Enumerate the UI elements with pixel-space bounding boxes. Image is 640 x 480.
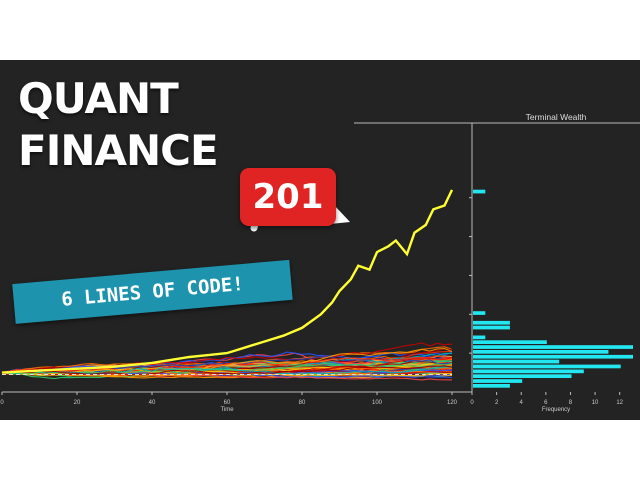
histogram-bar [473, 374, 572, 378]
histogram-bar [473, 364, 621, 369]
chart-area: 0 20 40 60 80 100 120 Time Terminal Wealth 0 2 4 6 8… [0, 112, 640, 413]
histogram-bar [473, 345, 633, 349]
highlighted-path [1, 189, 454, 374]
histogram-group: Terminal Wealth 0 2 4 6 8 10 12 Frequency [354, 112, 640, 413]
histogram-bar [473, 354, 633, 359]
simulated-path [1, 365, 453, 376]
frequency-tick-label: 10 [592, 400, 599, 406]
histogram-bar [473, 350, 609, 354]
thumbnail-frame: 0 20 40 60 80 100 120 Time Terminal Wealth 0 2 4 6 8… [0, 60, 640, 420]
headline-line-2: FINANCE [18, 126, 219, 175]
axes-group: 0 20 40 60 80 100 120 Time [0, 391, 472, 413]
path-series-group [1, 189, 454, 381]
frequency-tick-label: 12 [616, 400, 623, 406]
x-tick-label: 60 [224, 400, 231, 406]
frequency-tick-label: 2 [495, 400, 499, 406]
course-number-badge: 201 [240, 168, 336, 226]
frequency-tick-label: 0 [470, 400, 474, 406]
histogram-bar [473, 325, 510, 330]
histogram-bar [473, 359, 560, 364]
headline-line-1: QUANT [18, 74, 179, 123]
x-axis-label: Time [220, 407, 234, 413]
histogram-bar [473, 189, 486, 194]
frequency-tick-label: 4 [520, 400, 524, 406]
histogram-bar [473, 379, 523, 383]
simulated-path [1, 366, 453, 375]
histogram-bar [473, 311, 486, 315]
x-tick-label: 80 [299, 400, 306, 406]
frequency-tick-label: 8 [569, 400, 573, 406]
histogram-bar [473, 335, 486, 340]
histogram-title: Terminal Wealth [526, 112, 587, 122]
x-tick-label: 0 [0, 400, 4, 406]
histogram-bar [473, 369, 584, 374]
x-tick-label: 40 [149, 400, 156, 406]
frequency-tick-label: 6 [544, 400, 548, 406]
simulated-path [1, 355, 453, 374]
x-tick-label: 120 [447, 400, 458, 406]
x-tick-label: 100 [372, 400, 383, 406]
histogram-bar [473, 340, 547, 344]
frequency-axis-label: Frequency [542, 407, 570, 413]
simulated-path [1, 368, 453, 377]
x-tick-label: 20 [74, 400, 81, 406]
histogram-bar [473, 384, 510, 388]
histogram-bar [473, 320, 510, 325]
simulated-path [1, 355, 453, 374]
